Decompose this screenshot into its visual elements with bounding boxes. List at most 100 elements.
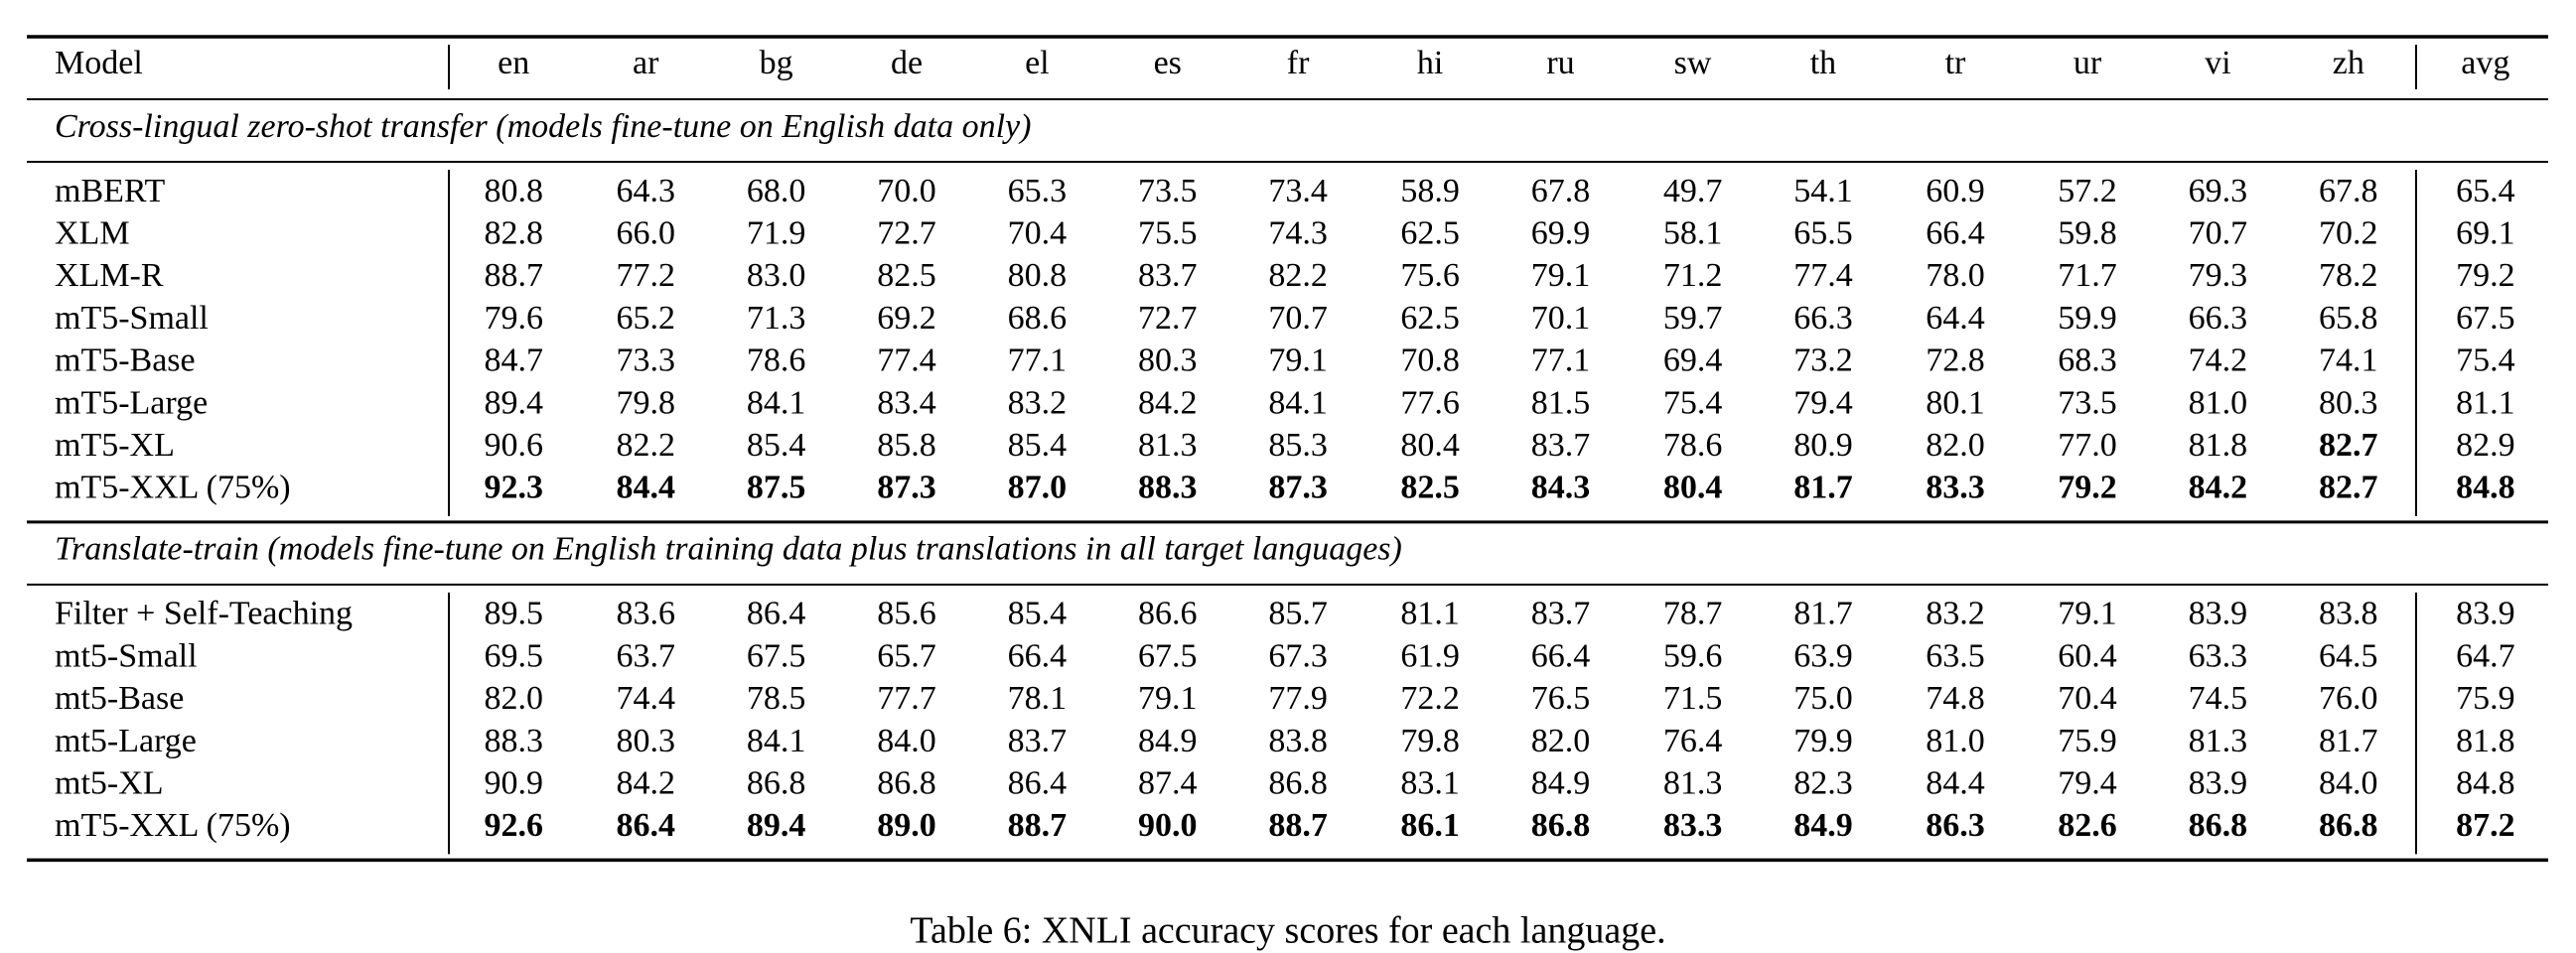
score-cell: 57.2 — [2058, 173, 2117, 209]
score-cell: 86.8 — [747, 764, 806, 801]
score-cell: 85.4 — [1008, 427, 1068, 464]
score-cell: 59.9 — [2058, 300, 2117, 337]
score-cell: 66.3 — [2189, 300, 2248, 337]
score-cell: 72.2 — [1400, 680, 1460, 717]
score-cell: 80.1 — [1926, 384, 1985, 421]
score-cell: 80.9 — [1793, 427, 1853, 464]
score-cell: 71.3 — [747, 300, 806, 337]
score-cell: 80.3 — [1138, 342, 1198, 379]
score-cell: 84.2 — [2189, 470, 2248, 506]
score-cell: 81.7 — [2319, 723, 2378, 759]
header-cell: Model — [55, 45, 143, 81]
score-cell: 77.1 — [1008, 342, 1068, 379]
score-cell: 84.1 — [747, 384, 806, 421]
score-cell: 70.4 — [2058, 680, 2117, 717]
score-cell: 69.3 — [2189, 173, 2248, 209]
header-cell: zh — [2333, 45, 2364, 81]
score-cell: 74.8 — [1926, 680, 1985, 717]
score-cell: 88.7 — [1008, 807, 1068, 844]
score-cell: 87.0 — [1008, 470, 1068, 506]
row-label: mT5-XXL (75%) — [55, 807, 291, 844]
score-cell: 82.2 — [616, 427, 675, 464]
score-cell: 83.7 — [1531, 427, 1591, 464]
score-cell: 84.9 — [1138, 723, 1198, 759]
score-cell: 65.3 — [1008, 173, 1068, 209]
score-cell: 76.0 — [2319, 680, 2378, 717]
score-cell: 69.4 — [1663, 342, 1723, 379]
score-cell: 66.4 — [1531, 637, 1591, 674]
score-cell: 88.7 — [1268, 807, 1328, 844]
score-cell: 63.9 — [1793, 637, 1853, 674]
score-cell: 65.5 — [1793, 214, 1853, 251]
score-cell: 80.3 — [616, 723, 675, 759]
score-cell: 65.2 — [616, 300, 675, 337]
score-cell: 77.6 — [1400, 384, 1460, 421]
score-cell: 61.9 — [1400, 637, 1460, 674]
header-cell: fr — [1287, 45, 1310, 81]
score-cell: 78.7 — [1663, 596, 1723, 632]
score-cell: 70.1 — [1531, 300, 1591, 337]
score-cell: 84.0 — [2319, 764, 2378, 801]
score-cell: 90.9 — [484, 764, 543, 801]
score-cell: 69.2 — [877, 300, 936, 337]
score-cell: 67.8 — [1531, 173, 1591, 209]
score-cell: 86.8 — [877, 764, 936, 801]
score-cell: 77.9 — [1268, 680, 1328, 717]
score-cell: 90.6 — [484, 427, 543, 464]
score-cell: 85.6 — [877, 596, 936, 632]
score-cell: 83.2 — [1008, 384, 1068, 421]
score-cell: 79.9 — [1793, 723, 1853, 759]
score-cell: 86.4 — [616, 807, 675, 844]
score-cell: 66.4 — [1926, 214, 1985, 251]
score-cell: 82.0 — [484, 680, 543, 717]
score-cell: 78.5 — [747, 680, 806, 717]
score-cell: 83.7 — [1138, 257, 1198, 294]
row-label: Filter + Self-Teaching — [55, 596, 353, 632]
score-cell: 78.1 — [1008, 680, 1068, 717]
score-cell: 79.1 — [1138, 680, 1198, 717]
score-cell: 81.7 — [1793, 470, 1853, 506]
score-cell: 71.5 — [1663, 680, 1723, 717]
score-cell: 81.3 — [1663, 764, 1723, 801]
score-cell: 85.3 — [1268, 427, 1328, 464]
score-cell: 86.8 — [1531, 807, 1591, 844]
score-cell: 75.6 — [1400, 257, 1460, 294]
score-cell: 67.3 — [1268, 637, 1328, 674]
score-cell: 65.7 — [877, 637, 936, 674]
score-cell: 58.9 — [1400, 173, 1460, 209]
score-cell: 68.0 — [747, 173, 806, 209]
score-cell: 74.4 — [616, 680, 675, 717]
score-cell: 73.2 — [1793, 342, 1853, 379]
score-cell: 70.7 — [2189, 214, 2248, 251]
score-cell: 82.5 — [877, 257, 936, 294]
score-cell: 72.7 — [1138, 300, 1198, 337]
header-cell: de — [891, 45, 923, 81]
score-cell: 79.1 — [1268, 342, 1328, 379]
score-cell: 74.2 — [2189, 342, 2248, 379]
score-cell: 85.4 — [747, 427, 806, 464]
score-cell: 88.3 — [1138, 470, 1198, 506]
header-cell: hi — [1417, 45, 1443, 81]
score-cell: 86.3 — [1926, 807, 1985, 844]
score-cell: 82.2 — [1268, 257, 1328, 294]
score-cell: 88.7 — [484, 257, 543, 294]
score-cell: 64.4 — [1926, 300, 1985, 337]
score-cell: 82.0 — [1531, 723, 1591, 759]
score-cell: 89.4 — [484, 384, 543, 421]
header-cell: sw — [1674, 45, 1712, 81]
score-cell: 87.2 — [2456, 807, 2515, 844]
score-cell: 84.9 — [1793, 807, 1853, 844]
score-cell: 87.4 — [1138, 764, 1198, 801]
score-cell: 59.6 — [1663, 637, 1723, 674]
score-cell: 80.3 — [2319, 384, 2378, 421]
score-cell: 78.6 — [747, 342, 806, 379]
score-cell: 74.3 — [1268, 214, 1328, 251]
score-cell: 77.4 — [1793, 257, 1853, 294]
score-cell: 76.5 — [1531, 680, 1591, 717]
row-label: XLM-R — [55, 257, 164, 294]
score-cell: 84.1 — [747, 723, 806, 759]
row-label: mBERT — [55, 173, 166, 209]
score-cell: 85.8 — [877, 427, 936, 464]
score-cell: 66.4 — [1008, 637, 1068, 674]
score-cell: 86.4 — [1008, 764, 1068, 801]
